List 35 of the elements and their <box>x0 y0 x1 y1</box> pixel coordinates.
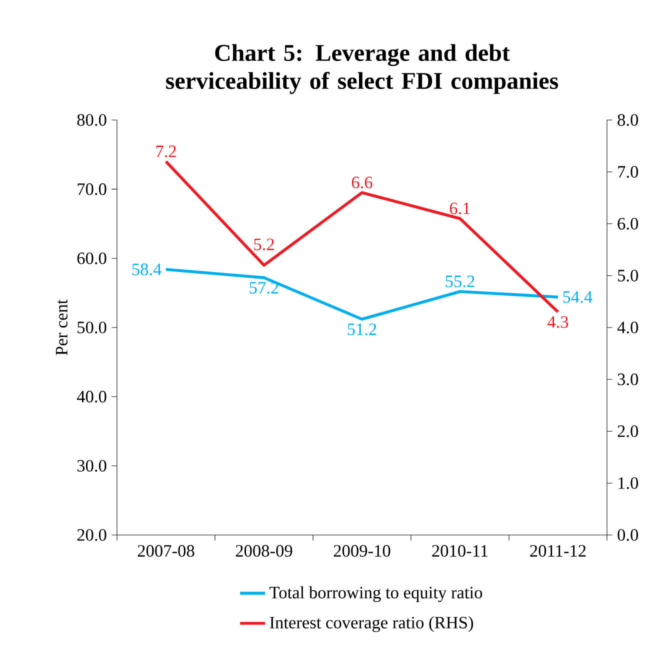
y2-tick-label: 6.0 <box>618 218 638 230</box>
line-series <box>164 160 560 314</box>
legend-label: Interest coverage ratio (RHS) <box>270 616 474 632</box>
x-tick-label: 2010-11 <box>432 545 488 557</box>
y2-tick-label: 1.0 <box>618 477 638 490</box>
y2-tick-label: 7.0 <box>618 166 638 178</box>
y-tick-label: 50.0 <box>78 322 106 334</box>
y2-tick-label: 8.0 <box>618 114 638 126</box>
legend-label: Total borrowing to equity ratio <box>270 586 482 602</box>
chart-title: Chart 5: Leverage and debt serviceability of select FDI companies <box>166 44 558 94</box>
y-tick-label: 80.0 <box>77 114 106 126</box>
y2-tick-label: 0.0 <box>618 529 638 541</box>
data-label: 58.4 <box>132 264 162 276</box>
data-label: 51.2 <box>348 323 376 336</box>
y-tick-label: 30.0 <box>77 460 106 472</box>
x-tick-label: 2009-10 <box>334 545 390 557</box>
data-label: 6.1 <box>450 202 470 214</box>
x-tick-label: 2007-08 <box>138 545 194 557</box>
y2-tick-label: 3.0 <box>618 373 638 386</box>
y2-tick-label: 2.0 <box>618 425 638 438</box>
data-label: 54.4 <box>563 291 592 303</box>
data-label: 55.2 <box>446 276 474 288</box>
data-label: 4.3 <box>547 316 568 328</box>
data-label: 7.2 <box>156 146 176 158</box>
x-tick-label: 2011-12 <box>530 545 586 557</box>
y-tick-label: 70.0 <box>78 183 106 196</box>
y-tick-label: 40.0 <box>76 390 106 403</box>
y-tick-label: 60.0 <box>77 252 106 264</box>
y-axis-title: Per cent <box>56 299 68 356</box>
x-tick-label: 2008-09 <box>236 545 292 557</box>
y-tick-label: 20.0 <box>77 529 106 541</box>
data-label: 6.6 <box>352 176 372 188</box>
y2-tick-label: 5.0 <box>618 270 638 282</box>
data-label: 5.2 <box>254 238 274 250</box>
y2-tick-label: 4.0 <box>617 322 638 334</box>
